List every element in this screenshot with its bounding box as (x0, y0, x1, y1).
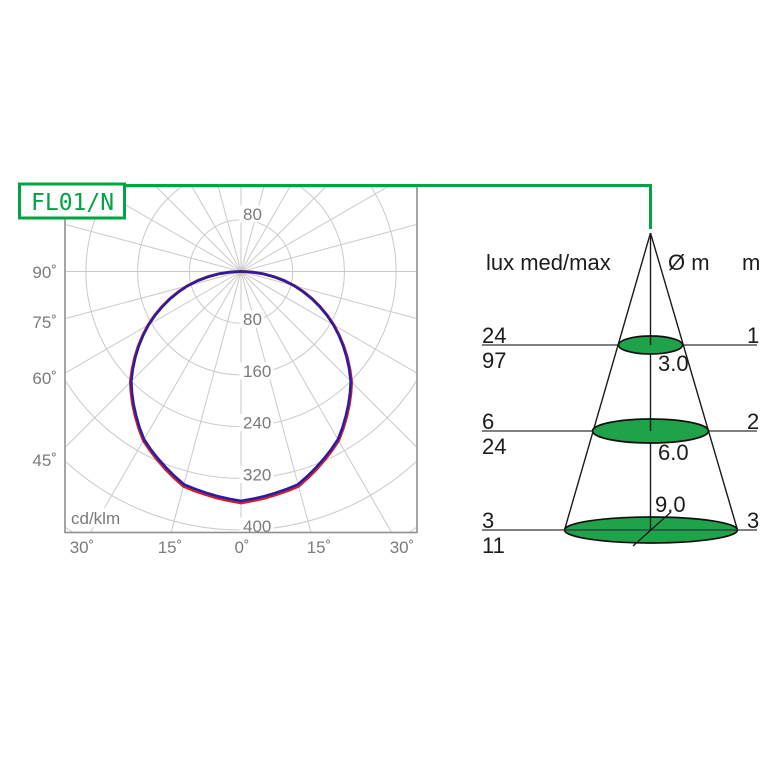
polar-grid-spoke (240, 187, 265, 272)
product-code-box (18, 182, 126, 220)
radial-tick-halo (239, 414, 274, 432)
polar-grid-spoke (191, 187, 242, 272)
level-3-height: 3 (747, 508, 759, 533)
polar-curves (128, 270, 354, 505)
product-code-label: FL01/N (31, 190, 114, 216)
angle-label-bottom-30l: 30˚ (70, 538, 95, 557)
unit-label: cd/klm (71, 509, 120, 528)
level-2-diameter: 6.0 (658, 440, 689, 465)
radial-tick-label: 80 (243, 205, 262, 224)
level-2-lux-med: 6 (482, 409, 494, 434)
polar-grid-spoke (240, 187, 327, 272)
polar-grid-spoke (240, 224, 416, 272)
polar-grid-spoke (240, 271, 416, 319)
diameter-leader-line (632, 511, 672, 547)
level-3-diameter: 9.0 (655, 492, 686, 517)
radial-tick-halo (239, 205, 264, 223)
angle-label-45: 45˚ (32, 451, 57, 470)
level-1-lux-med: 24 (482, 323, 506, 348)
polar-grid-spoke (66, 271, 242, 319)
polar-grid-spoke (240, 271, 416, 374)
polar-grid-spoke (217, 187, 242, 272)
radial-tick-halo (239, 517, 274, 535)
angle-label-75: 75˚ (32, 313, 57, 332)
angle-label-90: 90˚ (32, 263, 57, 282)
polar-grid-spoke (240, 187, 389, 272)
angle-label-bottom-15l: 15˚ (158, 538, 183, 557)
polar-grid-spoke (240, 271, 392, 532)
polar-grid-spoke (240, 271, 416, 448)
polar-grid-spoke (66, 224, 242, 272)
angle-label-bottom-15r: 15˚ (307, 538, 332, 557)
polar-grid-spoke (66, 271, 242, 374)
polar-grid-spoke (90, 271, 242, 532)
radial-tick-label: 80 (243, 310, 262, 329)
unit-label-halo (68, 508, 134, 527)
cone-header-height: m (742, 250, 760, 275)
cone-header-lux: lux med/max (486, 250, 611, 275)
level-1-height: 1 (747, 323, 759, 348)
polar-curve-c90-c270 (130, 270, 352, 503)
radial-tick-labels: 80 80 160 240 320 400 (239, 205, 274, 536)
level-3-lux-med: 3 (482, 508, 494, 533)
level-3-lux-max: 11 (482, 533, 505, 558)
level-1-diameter: 3.0 (658, 351, 689, 376)
radial-tick-label: 160 (243, 362, 271, 381)
radial-tick-label: 320 (243, 465, 271, 484)
radial-tick-halo (239, 362, 274, 380)
cone-header-diameter: Ø m (668, 250, 710, 275)
polar-grid-spoke (93, 187, 242, 272)
angle-label-60: 60˚ (32, 369, 57, 388)
cone-side-right (649, 232, 739, 531)
radial-tick-label: 240 (243, 414, 271, 433)
polar-grid (66, 187, 416, 532)
cone-side-left (563, 232, 652, 531)
polar-grid-spoke (66, 271, 242, 448)
level-2-lux-max: 24 (482, 434, 506, 459)
angle-label-bottom-30r: 30˚ (390, 538, 415, 557)
angle-label-bottom-0: 0˚ (234, 538, 249, 557)
polar-grid-spoke (155, 187, 242, 272)
level-2-height: 2 (747, 409, 759, 434)
connector-line (124, 184, 652, 229)
level-1-lux-max: 97 (482, 348, 506, 373)
polar-grid-spoke (240, 187, 291, 272)
radial-tick-label: 400 (243, 517, 271, 536)
radial-tick-halo (239, 465, 274, 483)
radial-tick-halo (239, 310, 264, 328)
